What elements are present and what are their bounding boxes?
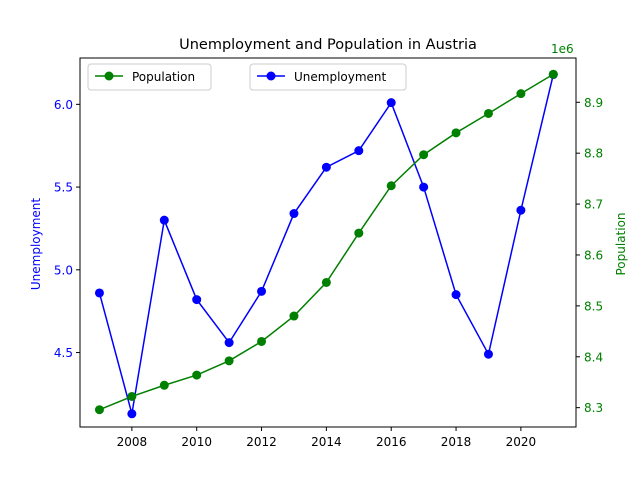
x-tick-label: 2008 xyxy=(117,435,148,449)
population-point xyxy=(354,228,364,238)
unemployment-point xyxy=(192,295,202,305)
population-point xyxy=(419,150,429,160)
right-y-tick-label: 8.3 xyxy=(584,401,603,415)
population-point xyxy=(224,356,234,366)
population-point xyxy=(386,181,396,191)
unemployment-point xyxy=(257,286,267,296)
population-point xyxy=(289,311,299,321)
population-point xyxy=(548,69,558,79)
unemployment-point xyxy=(483,349,493,359)
legend-population: Population xyxy=(87,63,212,91)
unemployment-point xyxy=(386,98,396,108)
right-y-tick-label: 8.8 xyxy=(584,147,603,161)
population-point xyxy=(192,370,202,380)
unemployment-point xyxy=(516,205,526,215)
chart-title: Unemployment and Population in Austria xyxy=(179,37,477,53)
right-axis-label: Population xyxy=(614,212,628,275)
series-layer xyxy=(94,69,558,419)
x-tick-label: 2012 xyxy=(246,435,277,449)
x-tick-label: 2018 xyxy=(441,435,472,449)
right-y-tick-label: 8.7 xyxy=(584,198,603,212)
population-point xyxy=(321,277,331,287)
legend-unemployment: Unemployment xyxy=(249,63,407,91)
left-y-tick-label: 5.0 xyxy=(54,263,73,277)
right-axis-offset-text: 1e6 xyxy=(551,42,574,56)
population-point xyxy=(451,128,461,138)
population-point xyxy=(159,380,169,390)
unemployment-point xyxy=(451,290,461,300)
x-tick-label: 2020 xyxy=(506,435,537,449)
unemployment-point xyxy=(419,182,429,192)
right-y-tick-label: 8.4 xyxy=(584,350,603,364)
left-y-tick-label: 4.5 xyxy=(54,346,73,360)
legend-unemployment-label: Unemployment xyxy=(294,70,387,84)
x-tick-label: 2010 xyxy=(181,435,212,449)
right-y-tick-label: 8.6 xyxy=(584,248,603,262)
legend-population-label: Population xyxy=(132,70,195,84)
unemployment-point xyxy=(354,146,364,156)
x-tick-label: 2016 xyxy=(376,435,407,449)
unemployment-point xyxy=(289,209,299,219)
plot-frame xyxy=(79,57,577,428)
left-y-tick-label: 5.5 xyxy=(54,181,73,195)
legend-unemployment-marker xyxy=(266,71,276,81)
unemployment-point xyxy=(127,409,137,419)
legend-population-marker xyxy=(104,71,114,81)
unemployment-point xyxy=(321,162,331,172)
right-y-tick-label: 8.5 xyxy=(584,299,603,313)
plot-area xyxy=(80,58,576,427)
population-point xyxy=(127,391,137,401)
left-axis-label: Unemployment xyxy=(29,198,43,291)
right-y-tick-label: 8.9 xyxy=(584,96,603,110)
plot-background xyxy=(80,58,576,427)
population-point xyxy=(483,108,493,118)
left-y-tick-label: 6.0 xyxy=(54,98,73,112)
population-point xyxy=(257,336,267,346)
unemployment-point xyxy=(94,288,104,298)
axes-layer: 2008 2010 2012 2014 2016 2018 2020 4.5 5.0 5.5 6.0… xyxy=(54,57,603,449)
legend-population-box xyxy=(87,63,212,91)
population-point xyxy=(94,405,104,415)
unemployment-point xyxy=(159,215,169,225)
legend-unemployment-box xyxy=(249,63,407,91)
x-tick-label: 2014 xyxy=(311,435,342,449)
population-point xyxy=(516,89,526,99)
unemployment-point xyxy=(224,338,234,348)
